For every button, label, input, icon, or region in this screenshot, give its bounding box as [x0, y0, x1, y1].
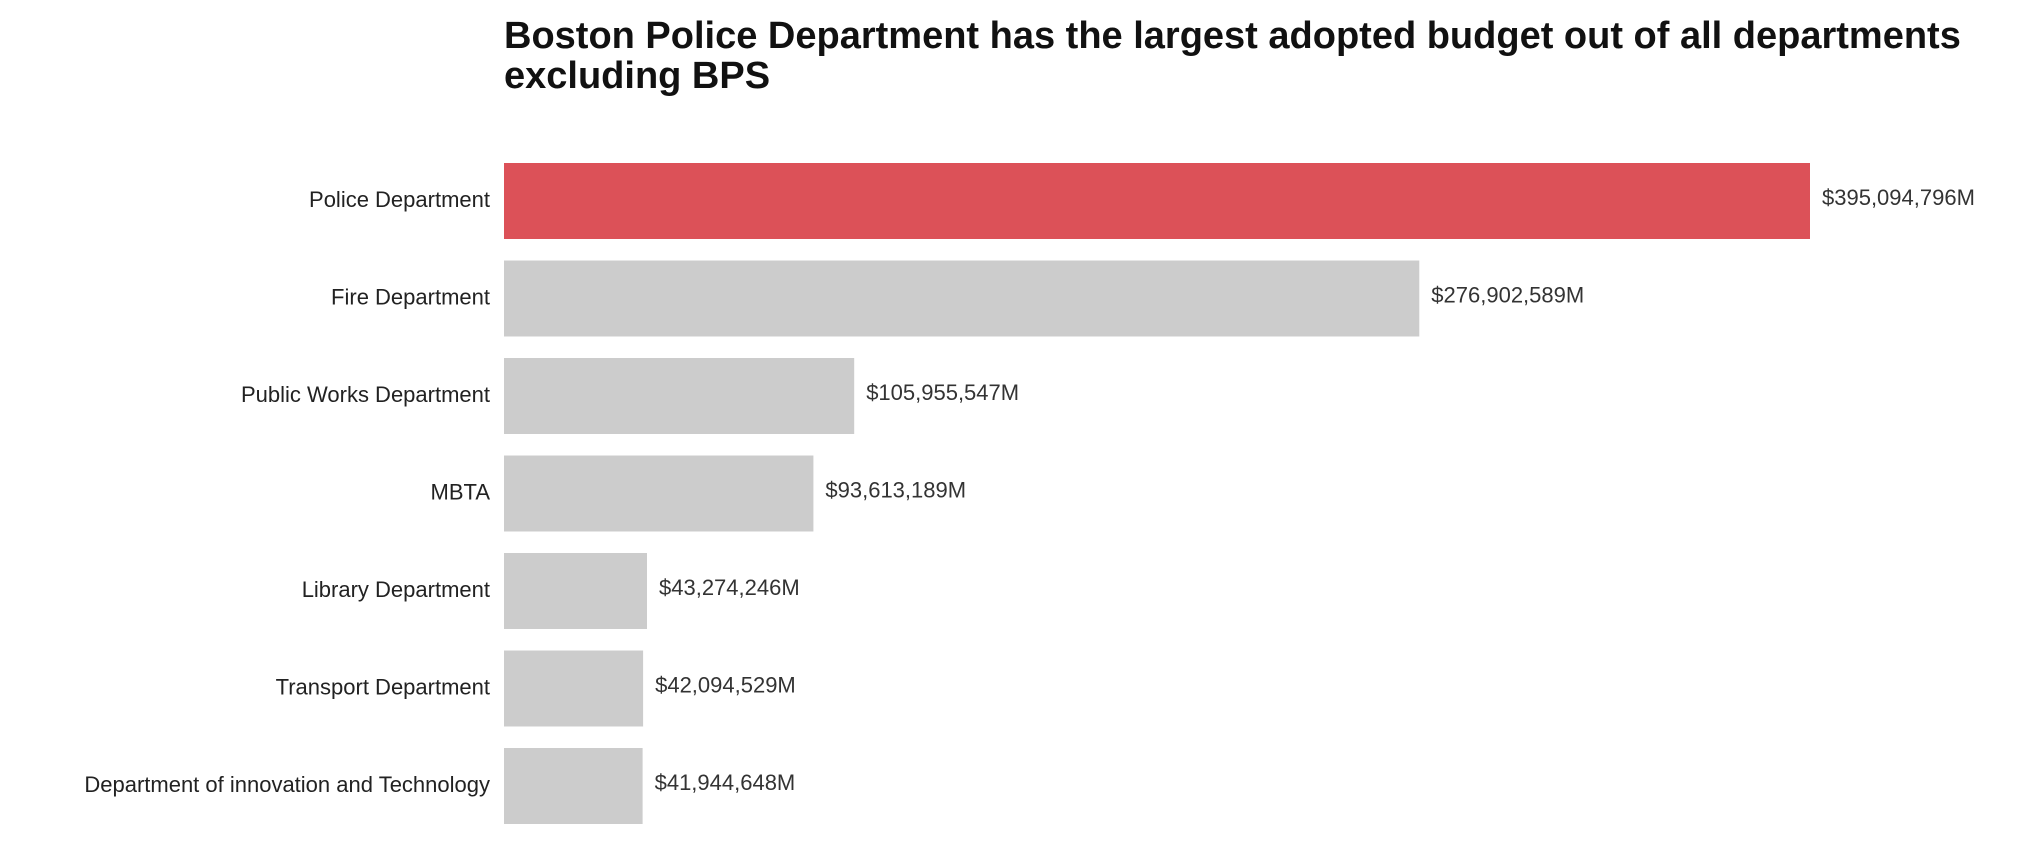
value-label-0: $395,094,796M	[1822, 185, 1975, 210]
bar-5	[504, 650, 644, 727]
category-label-1: Fire Department	[331, 284, 490, 309]
category-label-4: Library Department	[302, 577, 490, 602]
bar-3	[504, 455, 814, 532]
category-label-3: MBTA	[431, 479, 491, 504]
chart-title: Boston Police Department has the largest…	[504, 15, 1961, 97]
value-label-5: $42,094,529M	[655, 672, 796, 697]
value-label-2: $105,955,547M	[866, 380, 1019, 405]
value-labels-group: $395,094,796M $276,902,589M $105,955,547M $…	[655, 185, 1975, 795]
category-label-0: Police Department	[309, 187, 490, 212]
value-label-1: $276,902,589M	[1431, 282, 1584, 307]
category-label-6: Department of innovation and Technology	[84, 772, 490, 797]
category-labels-group: Police Department Fire Department Public W…	[84, 187, 490, 797]
bars-group	[504, 163, 1810, 824]
bar-1	[504, 260, 1420, 337]
bar-6	[504, 748, 643, 824]
bar-4	[504, 553, 647, 629]
value-label-6: $41,944,648M	[655, 770, 796, 795]
category-label-5: Transport Department	[276, 674, 490, 699]
value-label-4: $43,274,246M	[659, 575, 800, 600]
bar-2	[504, 358, 855, 434]
value-label-3: $93,613,189M	[825, 477, 966, 502]
category-label-2: Public Works Department	[241, 382, 490, 407]
bar-0	[504, 163, 1810, 239]
